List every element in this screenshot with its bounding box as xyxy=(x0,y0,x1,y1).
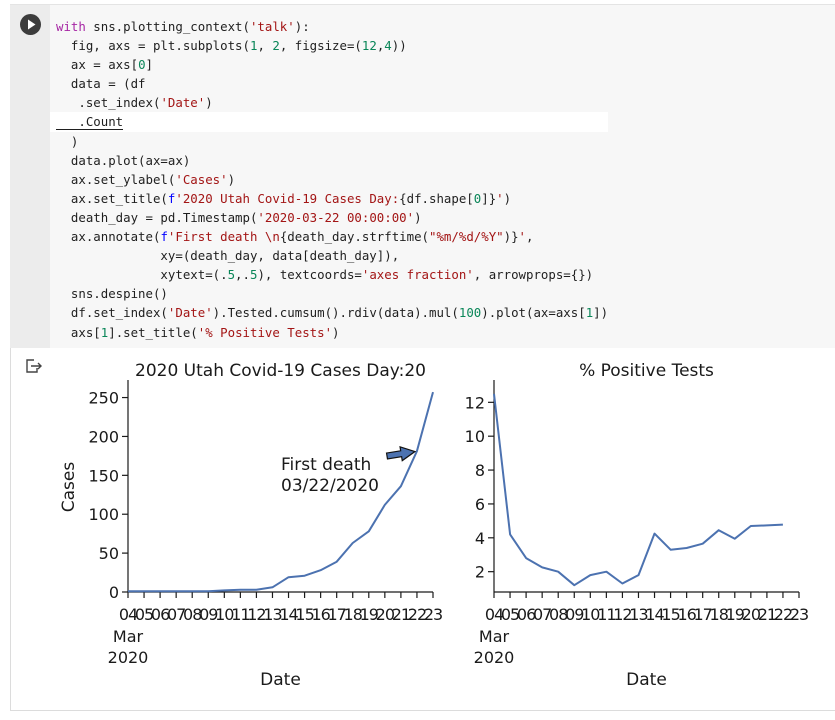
annotation-arrow-shape xyxy=(385,445,417,462)
x-tick-label: 07 xyxy=(167,605,185,624)
x-tick-label: 13 xyxy=(263,605,281,624)
x-tick-label: 20 xyxy=(742,605,761,624)
x-tick-label: 08 xyxy=(549,605,568,624)
y-tick-label: 150 xyxy=(88,466,119,485)
y-tick-label: 250 xyxy=(88,389,119,408)
code-line: xytext=(.5,.5), textcoords='axes fractio… xyxy=(56,267,594,283)
code-cell[interactable]: with sns.plotting_context('talk'): fig, … xyxy=(10,4,835,349)
code-line: fig, axs = plt.subplots(1, 2, figsize=(1… xyxy=(56,38,407,54)
code-line: df.set_index('Date').Tested.cumsum().rdi… xyxy=(56,305,609,321)
code-line: .Count xyxy=(50,112,609,132)
y-tick-label: 100 xyxy=(88,505,119,524)
chart-title: % Positive Tests xyxy=(579,361,714,381)
code-line: ax.set_ylabel('Cases') xyxy=(56,171,236,187)
code-line: with sns.plotting_context('talk'): xyxy=(56,19,310,34)
x-tick-label: 21 xyxy=(392,605,410,624)
x-tick-label: 20 xyxy=(376,605,395,624)
x-tick-label: 15 xyxy=(661,605,679,624)
y-tick-label: 10 xyxy=(465,427,485,446)
x-tick-label: 05 xyxy=(501,605,519,624)
x-tick-label: 11 xyxy=(597,605,615,624)
run-cell-button[interactable] xyxy=(20,14,41,35)
x-tick-label: 23 xyxy=(790,605,808,624)
x-tick-label: 16 xyxy=(677,605,696,624)
x-tick-label: 18 xyxy=(344,605,363,624)
y-tick-label: 50 xyxy=(99,544,119,563)
x-tick-label: 12 xyxy=(247,605,265,624)
x-tick-label: 14 xyxy=(645,605,664,624)
x-tick-label: 22 xyxy=(408,605,426,624)
code-line: ) xyxy=(56,133,79,149)
play-circle-icon xyxy=(28,19,36,30)
x-tick-label: 16 xyxy=(311,605,330,624)
series-line xyxy=(493,393,783,587)
x-tick-label: 04 xyxy=(119,605,138,624)
code-line: .set_index('Date') xyxy=(56,95,213,111)
code-line: data.plot(ax=ax) xyxy=(56,152,191,168)
x-axis-label: Date xyxy=(626,670,667,690)
x-tick-label: 21 xyxy=(758,605,776,624)
x-tick-label: 12 xyxy=(613,605,631,624)
x-tick-label: 10 xyxy=(581,605,600,624)
code-line: data = (df xyxy=(56,76,146,92)
x-tick-sublabel: Mar xyxy=(113,627,144,646)
y-tick-label: 12 xyxy=(465,393,485,412)
x-tick-label: 15 xyxy=(295,605,313,624)
x-tick-label: 06 xyxy=(151,605,170,624)
x-tick-label: 13 xyxy=(629,605,647,624)
cell-gutter xyxy=(10,5,50,349)
x-tick-sublabel: 2020 xyxy=(108,648,149,667)
annotation-text: First death xyxy=(281,455,371,475)
annotation-arrow xyxy=(385,445,417,462)
code-line: ax.annotate(f'First death \n{death_day.s… xyxy=(56,229,534,245)
code-line: xy=(death_day, data[death_day]), xyxy=(56,248,400,264)
x-tick-label: 19 xyxy=(726,605,745,624)
x-tick-label: 05 xyxy=(135,605,153,624)
x-tick-label: 14 xyxy=(279,605,298,624)
x-tick-label: 09 xyxy=(199,605,218,624)
code-line: sns.despine() xyxy=(56,286,168,302)
y-axis-label: Cases xyxy=(59,462,79,513)
x-tick-sublabel: Mar xyxy=(479,627,510,646)
code-line: axs[1].set_title('% Positive Tests') xyxy=(56,324,340,340)
x-tick-label: 04 xyxy=(485,605,504,624)
x-tick-label: 19 xyxy=(360,605,379,624)
x-tick-label: 22 xyxy=(774,605,792,624)
x-tick-label: 06 xyxy=(517,605,536,624)
y-tick-label: 0 xyxy=(109,583,119,602)
x-tick-label: 17 xyxy=(328,605,346,624)
x-tick-sublabel: 2020 xyxy=(474,648,515,667)
x-tick-label: 10 xyxy=(215,605,234,624)
code-editor[interactable]: with sns.plotting_context('talk'): fig, … xyxy=(50,17,609,342)
y-tick-label: 2 xyxy=(475,563,485,582)
code-line: death_day = pd.Timestamp('2020-03-22 00:… xyxy=(56,209,422,225)
y-tick-label: 200 xyxy=(88,427,119,446)
x-tick-label: 17 xyxy=(694,605,712,624)
chart-title: 2020 Utah Covid-19 Cases Day:20 xyxy=(135,361,426,381)
x-tick-label: 09 xyxy=(565,605,584,624)
x-tick-label: 08 xyxy=(183,605,202,624)
y-tick-label: 6 xyxy=(475,495,485,514)
code-line: ax.set_title(f'2020 Utah Covid-19 Cases … xyxy=(56,190,512,206)
x-tick-label: 11 xyxy=(231,605,249,624)
y-tick-label: 8 xyxy=(475,461,485,480)
code-line: ax = axs[0] xyxy=(56,57,153,73)
output-redirect-icon[interactable] xyxy=(25,359,43,373)
y-tick-label: 4 xyxy=(475,529,485,548)
x-tick-label: 18 xyxy=(710,605,729,624)
x-axis-label: Date xyxy=(260,670,301,690)
annotation-text: 03/22/2020 xyxy=(281,476,379,496)
series-line xyxy=(128,391,434,593)
x-tick-label: 23 xyxy=(424,605,442,624)
cell-output: 2020 Utah Covid-19 Cases Day:20 0 50 100 150… xyxy=(10,348,835,711)
chart-figure: 2020 Utah Covid-19 Cases Day:20050100150… xyxy=(59,361,809,690)
x-tick-label: 07 xyxy=(533,605,551,624)
